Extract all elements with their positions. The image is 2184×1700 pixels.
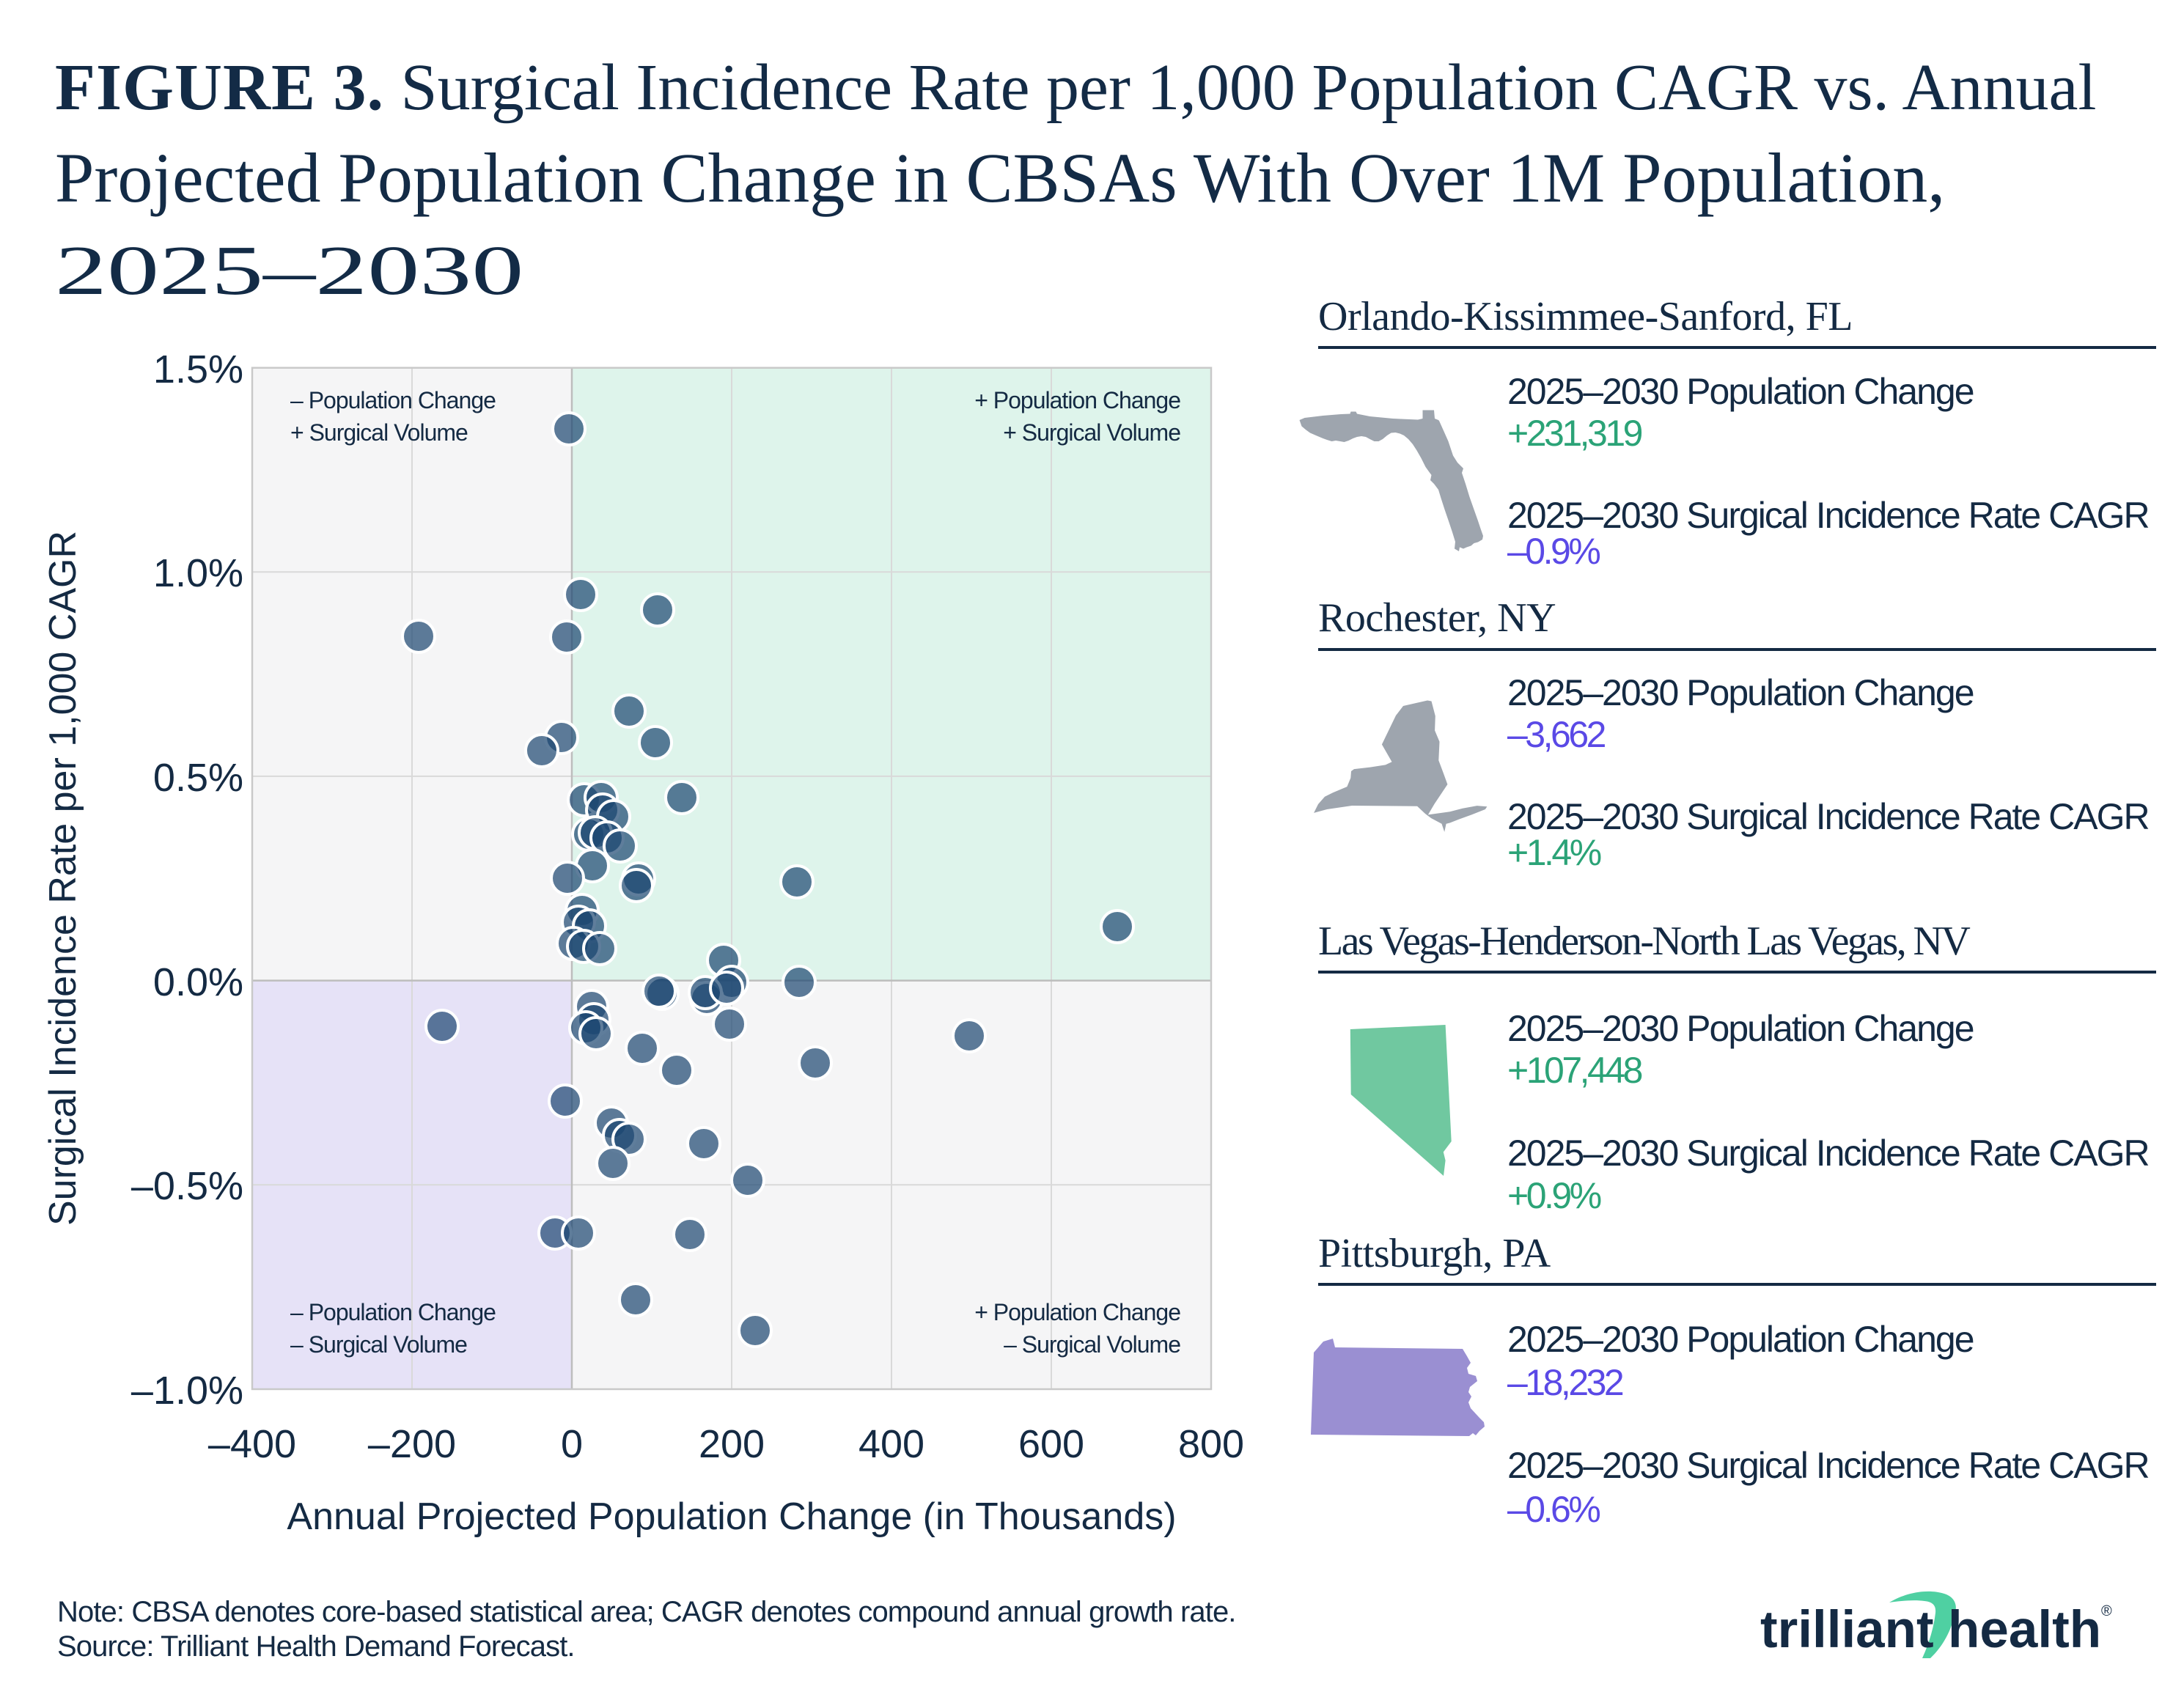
svg-text:– Surgical Volume: – Surgical Volume (1004, 1331, 1180, 1358)
svg-text:+ Population Change: + Population Change (974, 1299, 1180, 1325)
svg-text:health: health (1948, 1601, 2101, 1659)
svg-text:Annual Projected Population Ch: Annual Projected Population Change (in T… (287, 1495, 1176, 1538)
svg-text:–1.0%: –1.0% (131, 1369, 243, 1413)
svg-text:Rochester, NY: Rochester, NY (1318, 595, 1556, 641)
svg-text:–0.9%: –0.9% (1507, 531, 1600, 572)
svg-text:2025–2030 Surgical Incidence R: 2025–2030 Surgical Incidence Rate CAGR (1507, 796, 2149, 837)
svg-text:Surgical Incidence Rate per 1,: Surgical Incidence Rate per 1,000 CAGR (42, 531, 84, 1226)
svg-text:2025–2030 Surgical Incidence R: 2025–2030 Surgical Incidence Rate CAGR (1507, 1133, 2149, 1174)
svg-text:2025–2030 Population Change: 2025–2030 Population Change (1507, 672, 1974, 713)
svg-text:600: 600 (1018, 1422, 1084, 1466)
svg-text:2025–2030 Surgical Incidence R: 2025–2030 Surgical Incidence Rate CAGR (1507, 1445, 2149, 1486)
svg-text:trilliant: trilliant (1760, 1601, 1934, 1659)
svg-text:200: 200 (699, 1422, 765, 1466)
svg-text:Las Vegas-Henderson-North Las: Las Vegas-Henderson-North Las Vegas, NV (1318, 919, 1970, 964)
svg-text:®: ® (2101, 1603, 2112, 1619)
svg-text:+1.4%: +1.4% (1507, 832, 1601, 873)
svg-text:+ Surgical Volume: + Surgical Volume (1003, 419, 1180, 446)
svg-text:2025–2030 Population Change: 2025–2030 Population Change (1507, 1008, 1974, 1049)
svg-text:– Population Change: – Population Change (290, 1299, 496, 1325)
svg-text:+ Population Change: + Population Change (974, 387, 1180, 413)
svg-text:–18,232: –18,232 (1507, 1362, 1623, 1403)
svg-text:+231,319: +231,319 (1507, 413, 1642, 454)
svg-text:–400: –400 (208, 1422, 296, 1466)
svg-text:1.5%: 1.5% (153, 347, 243, 391)
svg-text:+ Surgical Volume: + Surgical Volume (290, 419, 468, 446)
svg-text:0: 0 (561, 1422, 583, 1466)
svg-text:+0.9%: +0.9% (1507, 1175, 1601, 1216)
svg-text:Pittsburgh, PA: Pittsburgh, PA (1318, 1231, 1551, 1276)
svg-text:+107,448: +107,448 (1507, 1050, 1642, 1091)
svg-text:0.0%: 0.0% (153, 960, 243, 1004)
svg-text:1.0%: 1.0% (153, 551, 243, 595)
svg-text:2025–2030 Population Change: 2025–2030 Population Change (1507, 371, 1974, 412)
svg-text:–0.6%: –0.6% (1507, 1489, 1600, 1530)
svg-text:800: 800 (1178, 1422, 1244, 1466)
svg-text:2025–2030 Population Change: 2025–2030 Population Change (1507, 1319, 1974, 1360)
svg-text:–3,662: –3,662 (1507, 714, 1606, 755)
svg-text:2025–2030 Surgical Incidence R: 2025–2030 Surgical Incidence Rate CAGR (1507, 495, 2149, 536)
svg-text:–200: –200 (368, 1422, 456, 1466)
svg-text:400: 400 (858, 1422, 924, 1466)
svg-text:– Surgical Volume: – Surgical Volume (290, 1331, 467, 1358)
svg-text:0.5%: 0.5% (153, 756, 243, 800)
svg-text:– Population Change: – Population Change (290, 387, 496, 413)
svg-text:–0.5%: –0.5% (131, 1164, 243, 1208)
svg-text:Orlando-Kissimmee-Sanford, FL: Orlando-Kissimmee-Sanford, FL (1318, 294, 1853, 339)
